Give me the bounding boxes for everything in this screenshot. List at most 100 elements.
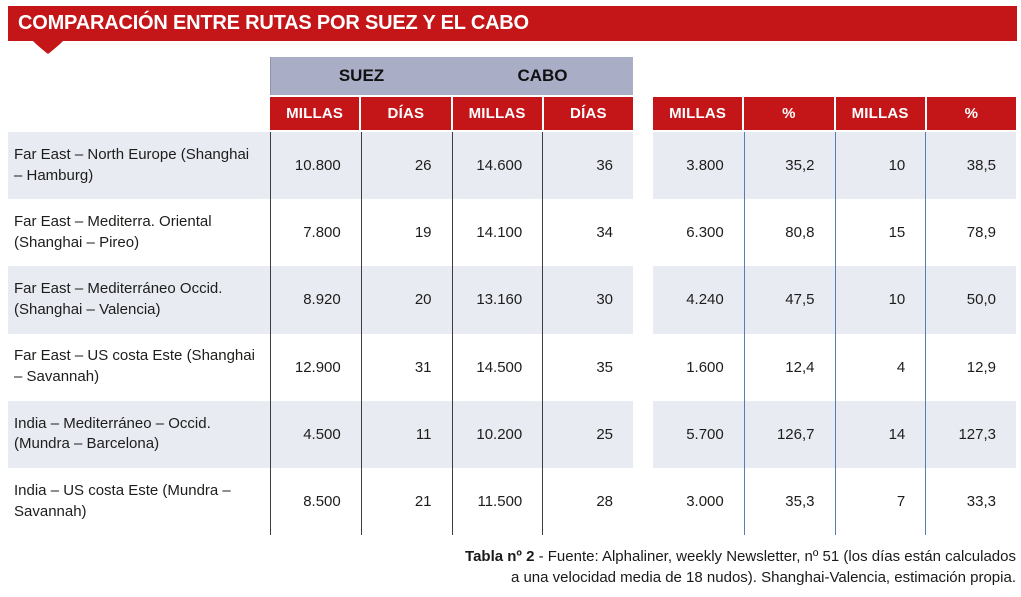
table-row: Far East – Mediterra. Oriental (Shanghai…	[8, 199, 1016, 267]
col-header-dias-pct: %	[926, 97, 1016, 130]
suez-dias-cell: 21	[360, 467, 452, 536]
suez-cabo-cells: 4.500 11 10.200 25	[270, 400, 633, 468]
suez-cabo-cells: 7.800 19 14.100 34	[270, 199, 633, 267]
dias-pct-cell: 127,3	[925, 400, 1016, 468]
dias-pct-cell: 33,3	[925, 467, 1016, 536]
col-header-suez-millas: MILLAS	[270, 97, 360, 130]
footnote-line1: - Fuente: Alphaliner, weekly Newsletter,…	[534, 548, 1016, 565]
suez-millas-cell: 12.900	[270, 333, 361, 401]
diff-millas-cell: 4.240	[653, 266, 744, 334]
diff-dias-cell: 10	[834, 266, 926, 334]
left-column-headers: MILLAS DÍAS MILLAS DÍAS	[270, 97, 633, 130]
diff-millas-cell: 1.600	[686, 358, 724, 376]
cabo-dias-cell: 36	[542, 132, 633, 200]
table-row: Far East – US costa Este (Shanghai – Sav…	[8, 333, 1016, 401]
group-header-spacer	[8, 57, 270, 95]
route-label: Far East – Mediterra. Oriental (Shanghai…	[14, 213, 212, 251]
group-header-row: SUEZ CABO	[8, 57, 1016, 95]
route-label: India – US costa Este (Mundra – Savannah…	[14, 481, 231, 520]
dias-pct-cell: 12,9	[925, 333, 1016, 401]
difference-cells: 3.000 35,3 7 33,3	[653, 467, 1016, 536]
millas-pct-cell: 126,7	[743, 400, 835, 468]
table-row: India – US costa Este (Mundra – Savannah…	[8, 467, 1016, 536]
table-row: Far East – Mediterráneo Occid. (Shanghai…	[8, 266, 1016, 334]
column-gap	[633, 199, 653, 267]
diff-dias-cell: 4	[834, 333, 926, 401]
dias-pct-cell: 78,9	[925, 199, 1016, 267]
column-gap	[633, 132, 653, 200]
millas-pct-cell: 35,3	[743, 467, 835, 536]
difference-cells: 5.700 126,7 14 127,3	[653, 400, 1016, 468]
suez-dias-cell: 19	[360, 199, 452, 267]
suez-dias-cell: 26	[360, 132, 452, 200]
col-header-cabo-millas: MILLAS	[452, 97, 542, 130]
suez-millas-cell: 4.500	[270, 400, 361, 468]
suez-cabo-cells: 8.920 20 13.160 30	[270, 266, 633, 334]
group-header-suez: SUEZ	[338, 66, 385, 85]
column-gap	[633, 97, 653, 130]
source-footnote: Tabla nº 2 - Fuente: Alphaliner, weekly …	[356, 546, 1016, 588]
column-header-row: MILLAS DÍAS MILLAS DÍAS MILLAS % MILLAS …	[8, 97, 1016, 130]
millas-pct-cell: 47,5	[743, 266, 835, 334]
diff-millas-cell: 3.800	[653, 132, 744, 200]
comparison-table: SUEZ CABO MILLAS DÍAS MILLAS DÍAS MILLAS…	[8, 57, 1016, 536]
column-gap	[633, 266, 653, 334]
suez-cabo-cells: 8.500 21 11.500 28	[270, 467, 633, 536]
footnote-table-number: Tabla nº 2	[465, 548, 535, 565]
cabo-dias-cell: 34	[542, 199, 633, 267]
col-header-millas-pct: %	[744, 97, 834, 130]
col-header-cabo-dias: DÍAS	[543, 97, 633, 130]
suez-millas-cell: 8.920	[270, 266, 361, 334]
cabo-millas-cell: 13.160	[451, 266, 543, 334]
dias-pct-cell: 38,5	[925, 132, 1016, 200]
group-header-cabo: CABO	[517, 66, 568, 85]
suez-millas-cell: 10.800	[270, 132, 361, 200]
difference-cells: 4.240 47,5 10 50,0	[653, 266, 1016, 334]
millas-pct-cell: 80,8	[743, 199, 835, 267]
column-gap	[633, 467, 653, 536]
cabo-millas-cell: 10.200	[451, 400, 543, 468]
diff-millas-cell: 5.700	[653, 400, 744, 468]
table-row: India – Mediterráneo – Occid. (Mundra – …	[8, 400, 1016, 468]
column-gap	[633, 333, 653, 401]
col-header-diff-dias: MILLAS	[835, 97, 925, 130]
route-label: India – Mediterráneo – Occid. (Mundra – …	[8, 400, 270, 468]
diff-millas-cell: 6.300	[686, 224, 724, 242]
cabo-dias-cell: 30	[542, 266, 633, 334]
cabo-millas-cell: 14.100	[451, 199, 543, 267]
cabo-dias-cell: 35	[542, 333, 633, 401]
col-header-diff-millas: MILLAS	[653, 97, 743, 130]
group-header-band: SUEZ CABO	[270, 57, 633, 95]
diff-dias-cell: 14	[834, 400, 926, 468]
cabo-millas-cell: 14.500	[451, 333, 543, 401]
diff-dias-cell: 7	[834, 467, 926, 536]
difference-cells: 6.300 80,8 15 78,9	[653, 199, 1016, 267]
suez-millas-cell: 7.800	[270, 199, 361, 267]
cabo-dias-cell: 25	[542, 400, 633, 468]
diff-dias-cell: 10	[834, 132, 926, 200]
millas-pct-cell: 12,4	[743, 333, 835, 401]
suez-cabo-cells: 12.900 31 14.500 35	[270, 333, 633, 401]
diff-millas-cell: 3.000	[686, 493, 724, 511]
route-label: Far East – US costa Este (Shanghai – Sav…	[14, 347, 255, 386]
diff-dias-cell: 15	[834, 199, 926, 267]
page-title: COMPARACIÓN ENTRE RUTAS POR SUEZ Y EL CA…	[8, 6, 1017, 41]
cabo-millas-cell: 11.500	[451, 467, 543, 536]
difference-cells: 3.800 35,2 10 38,5	[653, 132, 1016, 200]
dias-pct-cell: 50,0	[925, 266, 1016, 334]
column-header-spacer	[8, 97, 270, 130]
footnote-line2: a una velocidad media de 18 nudos). Shan…	[510, 569, 1016, 586]
title-notch-decoration	[33, 41, 63, 54]
cabo-millas-cell: 14.600	[451, 132, 543, 200]
difference-cells: 1.600 12,4 4 12,9	[653, 333, 1016, 401]
suez-dias-cell: 20	[360, 266, 452, 334]
column-gap	[633, 400, 653, 468]
right-column-headers: MILLAS % MILLAS %	[653, 97, 1016, 130]
suez-millas-cell: 8.500	[270, 467, 361, 536]
suez-cabo-cells: 10.800 26 14.600 36	[270, 132, 633, 200]
cabo-dias-cell: 28	[542, 467, 633, 536]
suez-dias-cell: 11	[360, 400, 452, 468]
route-label: Far East – North Europe (Shanghai – Hamb…	[8, 132, 270, 200]
route-label: Far East – Mediterráneo Occid. (Shanghai…	[8, 266, 270, 334]
